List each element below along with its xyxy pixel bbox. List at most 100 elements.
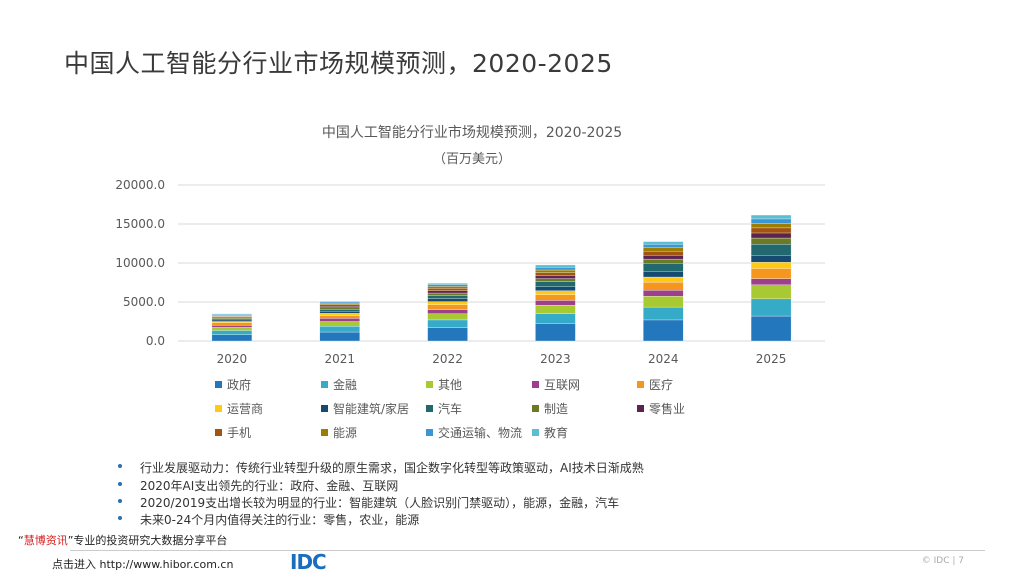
legend-label: 运营商 — [227, 401, 263, 416]
bar-segment — [535, 267, 576, 271]
footer-page: © IDC | 7 — [921, 556, 964, 566]
legend-swatch — [321, 429, 328, 436]
bar-segment — [750, 255, 792, 263]
bar-segment — [319, 303, 360, 305]
y-tick-label: 15000.0 — [115, 217, 165, 231]
bar-segment — [535, 264, 576, 268]
x-tick-label: 2022 — [432, 352, 463, 366]
bar-segment — [211, 318, 253, 321]
bar-segment — [211, 322, 253, 326]
bar-segment — [427, 298, 468, 302]
bar-segment — [211, 327, 253, 331]
bar-segment — [643, 251, 684, 256]
bar-segment — [319, 309, 360, 312]
bar-segment — [427, 301, 468, 305]
bar-segment — [643, 241, 684, 245]
bullet-item: 2020/2019支出增长较为明显的行业：智能建筑（人脸识别门禁驱动），能源，金… — [118, 494, 619, 511]
bar-segment — [750, 298, 792, 317]
y-tick-label: 5000.0 — [123, 295, 165, 309]
bar-segment — [750, 214, 792, 220]
bullet-icon — [118, 482, 122, 486]
bar-segment — [319, 307, 360, 310]
bar-segment — [643, 255, 684, 260]
bar-segment — [535, 269, 576, 273]
bullet-icon — [118, 516, 122, 520]
bar-segment — [643, 258, 684, 264]
bar-segment — [427, 288, 468, 291]
bar-segment — [643, 276, 684, 283]
bar-segment — [643, 319, 684, 342]
bar-segment — [535, 272, 576, 277]
bar-segment — [750, 262, 792, 269]
bullet-icon — [118, 464, 122, 468]
bar-segment — [211, 325, 253, 328]
bar-segment — [319, 311, 360, 314]
bar-segment — [643, 295, 684, 308]
legend-swatch — [215, 381, 222, 388]
idc-logo: IDC — [290, 550, 327, 574]
bar-segment — [643, 306, 684, 321]
bar-segment — [535, 300, 576, 306]
bar-segment — [319, 304, 360, 307]
bar-segment — [319, 321, 360, 327]
legend-swatch — [532, 405, 539, 412]
bar-segment — [535, 290, 576, 295]
bar-segment — [643, 281, 684, 291]
bar-segment — [211, 321, 253, 323]
watermark-link[interactable]: 点击进入 http://www.hibor.com.cn — [52, 558, 234, 571]
bar-segment — [319, 313, 360, 316]
bar-segment — [643, 263, 684, 272]
x-tick-label: 2023 — [540, 352, 571, 366]
footer-divider — [70, 550, 985, 551]
bar-segment — [750, 237, 792, 245]
bullet-icon — [118, 499, 122, 503]
bar-segment — [427, 283, 468, 285]
bar-segment — [535, 304, 576, 314]
legend-swatch — [321, 405, 328, 412]
bar-segment — [319, 331, 360, 342]
bar-segment — [319, 318, 360, 322]
bar-segment — [750, 268, 792, 279]
legend-label: 医疗 — [649, 378, 673, 392]
legend-swatch — [637, 381, 644, 388]
bar-segment — [535, 313, 576, 324]
legend-swatch — [426, 405, 433, 412]
legend-label: 政府 — [227, 377, 251, 392]
bar-segment — [211, 334, 253, 342]
bar-segment — [427, 304, 468, 310]
bar-segment — [535, 281, 576, 287]
legend-swatch — [637, 405, 644, 412]
legend-label: 交通运输、物流 — [438, 425, 522, 440]
legend-swatch — [215, 429, 222, 436]
legend-swatch — [321, 381, 328, 388]
bullet-item: 2020年AI支出领先的行业：政府、金融、互联网 — [118, 477, 398, 494]
legend-swatch — [215, 405, 222, 412]
legend-label: 汽车 — [438, 401, 462, 416]
bullet-item: 行业发展驱动力：传统行业转型升级的原生需求，国企数字化转型等政策驱动，AI技术日… — [118, 459, 644, 476]
y-tick-label: 10000.0 — [115, 256, 165, 270]
y-tick-label: 0.0 — [146, 334, 165, 348]
x-tick-label: 2025 — [756, 352, 787, 366]
x-tick-label: 2020 — [217, 352, 248, 366]
stacked-bar-chart: 中国人工智能分行业市场规模预测，2020-2025 （百万美元） 0.0 5000.0… — [115, 124, 825, 440]
bar-segment — [750, 223, 792, 229]
bar-segment — [427, 327, 468, 342]
watermark-text: “慧博资讯”专业的投资研究大数据分享平台 — [18, 534, 228, 547]
bar-segment — [535, 294, 576, 301]
bar-segment — [427, 313, 468, 321]
legend-label: 制造 — [544, 402, 568, 416]
bar-segment — [427, 309, 468, 314]
bar-segment — [750, 227, 792, 234]
bar-segment — [211, 313, 253, 315]
chart-title: 中国人工智能分行业市场规模预测，2020-2025 — [322, 124, 622, 141]
bar-segment — [750, 244, 792, 256]
bar-segment — [319, 326, 360, 333]
bar-segment — [427, 284, 468, 287]
legend-label: 手机 — [227, 426, 251, 440]
bar-segment — [535, 286, 576, 291]
bar-segment — [643, 244, 684, 248]
bar-segment — [535, 323, 576, 342]
bar-segment — [319, 306, 360, 309]
legend-label: 互联网 — [544, 378, 580, 392]
bar-segment — [319, 301, 360, 303]
